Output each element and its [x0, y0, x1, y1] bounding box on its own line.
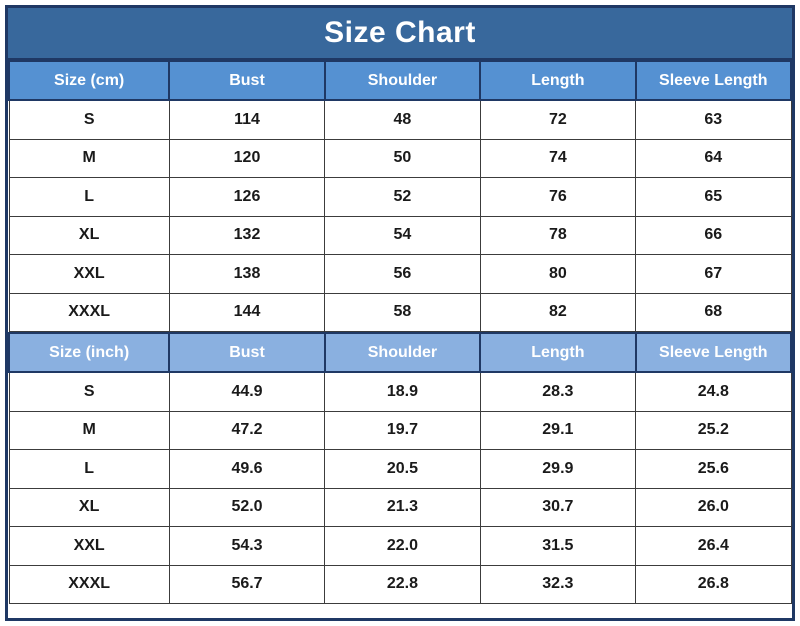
- value-cell: 78: [479, 215, 637, 255]
- table-row: XL 132 54 78 66: [8, 215, 792, 255]
- table-row: XL 52.0 21.3 30.7 26.0: [8, 487, 792, 527]
- size-cell: M: [8, 138, 170, 178]
- value-cell: 31.5: [479, 526, 637, 566]
- table-row: S 114 48 72 63: [8, 99, 792, 140]
- table-row: S 44.9 18.9 28.3 24.8: [8, 371, 792, 412]
- column-header-shoulder: Shoulder: [323, 60, 482, 101]
- column-header-size-inch: Size (inch): [7, 332, 171, 373]
- table-row: L 126 52 76 65: [8, 177, 792, 217]
- value-cell: 19.7: [324, 410, 481, 450]
- value-cell: 29.9: [479, 449, 637, 489]
- value-cell: 67: [635, 254, 792, 294]
- column-header-shoulder: Shoulder: [323, 332, 482, 373]
- value-cell: 66: [635, 215, 792, 255]
- size-table-inch: Size (inch) Bust Shoulder Length Sleeve …: [7, 332, 793, 604]
- value-cell: 20.5: [324, 449, 481, 489]
- size-cell: XXXL: [8, 292, 170, 332]
- table-row: L 49.6 20.5 29.9 25.6: [8, 449, 792, 489]
- value-cell: 54: [324, 215, 481, 255]
- value-cell: 32.3: [479, 564, 637, 604]
- value-cell: 132: [168, 215, 326, 255]
- value-cell: 138: [168, 254, 326, 294]
- value-cell: 47.2: [168, 410, 326, 450]
- table-row: M 47.2 19.7 29.1 25.2: [8, 410, 792, 450]
- value-cell: 72: [479, 99, 637, 140]
- size-cell: S: [8, 99, 170, 140]
- size-table-cm: Size (cm) Bust Shoulder Length Sleeve Le…: [7, 60, 793, 332]
- value-cell: 65: [635, 177, 792, 217]
- value-cell: 63: [635, 99, 792, 140]
- value-cell: 49.6: [168, 449, 326, 489]
- column-header-sleeve-length: Sleeve Length: [634, 332, 793, 373]
- value-cell: 76: [479, 177, 637, 217]
- size-cell: L: [8, 177, 170, 217]
- value-cell: 64: [635, 138, 792, 178]
- value-cell: 126: [168, 177, 326, 217]
- value-cell: 26.8: [635, 564, 792, 604]
- value-cell: 25.2: [635, 410, 792, 450]
- size-chart-panel: Size Chart Size (cm) Bust Shoulder Lengt…: [5, 5, 795, 621]
- column-header-length: Length: [479, 60, 637, 101]
- header-row-inch: Size (inch) Bust Shoulder Length Sleeve …: [7, 332, 793, 373]
- value-cell: 44.9: [168, 371, 326, 412]
- value-cell: 48: [324, 99, 481, 140]
- column-header-size-cm: Size (cm): [7, 60, 171, 101]
- value-cell: 144: [168, 292, 326, 332]
- table-row: XXXL 144 58 82 68: [8, 292, 792, 332]
- value-cell: 25.6: [635, 449, 792, 489]
- table-row: XXL 54.3 22.0 31.5 26.4: [8, 526, 792, 566]
- size-cell: XXL: [8, 526, 170, 566]
- value-cell: 58: [324, 292, 481, 332]
- header-row-cm: Size (cm) Bust Shoulder Length Sleeve Le…: [7, 60, 793, 101]
- size-cell: M: [8, 410, 170, 450]
- column-header-bust: Bust: [168, 60, 326, 101]
- table-row: XXXL 56.7 22.8 32.3 26.8: [8, 564, 792, 604]
- value-cell: 29.1: [479, 410, 637, 450]
- value-cell: 82: [479, 292, 637, 332]
- size-cell: XL: [8, 215, 170, 255]
- value-cell: 28.3: [479, 371, 637, 412]
- value-cell: 52: [324, 177, 481, 217]
- value-cell: 114: [168, 99, 326, 140]
- value-cell: 74: [479, 138, 637, 178]
- value-cell: 54.3: [168, 526, 326, 566]
- table-row: M 120 50 74 64: [8, 138, 792, 178]
- table-row: XXL 138 56 80 67: [8, 254, 792, 294]
- value-cell: 50: [324, 138, 481, 178]
- page-title: Size Chart: [8, 8, 792, 60]
- value-cell: 18.9: [324, 371, 481, 412]
- value-cell: 68: [635, 292, 792, 332]
- size-cell: XXXL: [8, 564, 170, 604]
- value-cell: 56: [324, 254, 481, 294]
- size-cell: XXL: [8, 254, 170, 294]
- value-cell: 30.7: [479, 487, 637, 527]
- size-cell: L: [8, 449, 170, 489]
- value-cell: 120: [168, 138, 326, 178]
- value-cell: 80: [479, 254, 637, 294]
- value-cell: 22.0: [324, 526, 481, 566]
- column-header-length: Length: [479, 332, 637, 373]
- size-cell: XL: [8, 487, 170, 527]
- column-header-bust: Bust: [168, 332, 326, 373]
- column-header-sleeve-length: Sleeve Length: [634, 60, 793, 101]
- value-cell: 22.8: [324, 564, 481, 604]
- value-cell: 21.3: [324, 487, 481, 527]
- value-cell: 26.4: [635, 526, 792, 566]
- value-cell: 56.7: [168, 564, 326, 604]
- value-cell: 26.0: [635, 487, 792, 527]
- value-cell: 24.8: [635, 371, 792, 412]
- size-cell: S: [8, 371, 170, 412]
- value-cell: 52.0: [168, 487, 326, 527]
